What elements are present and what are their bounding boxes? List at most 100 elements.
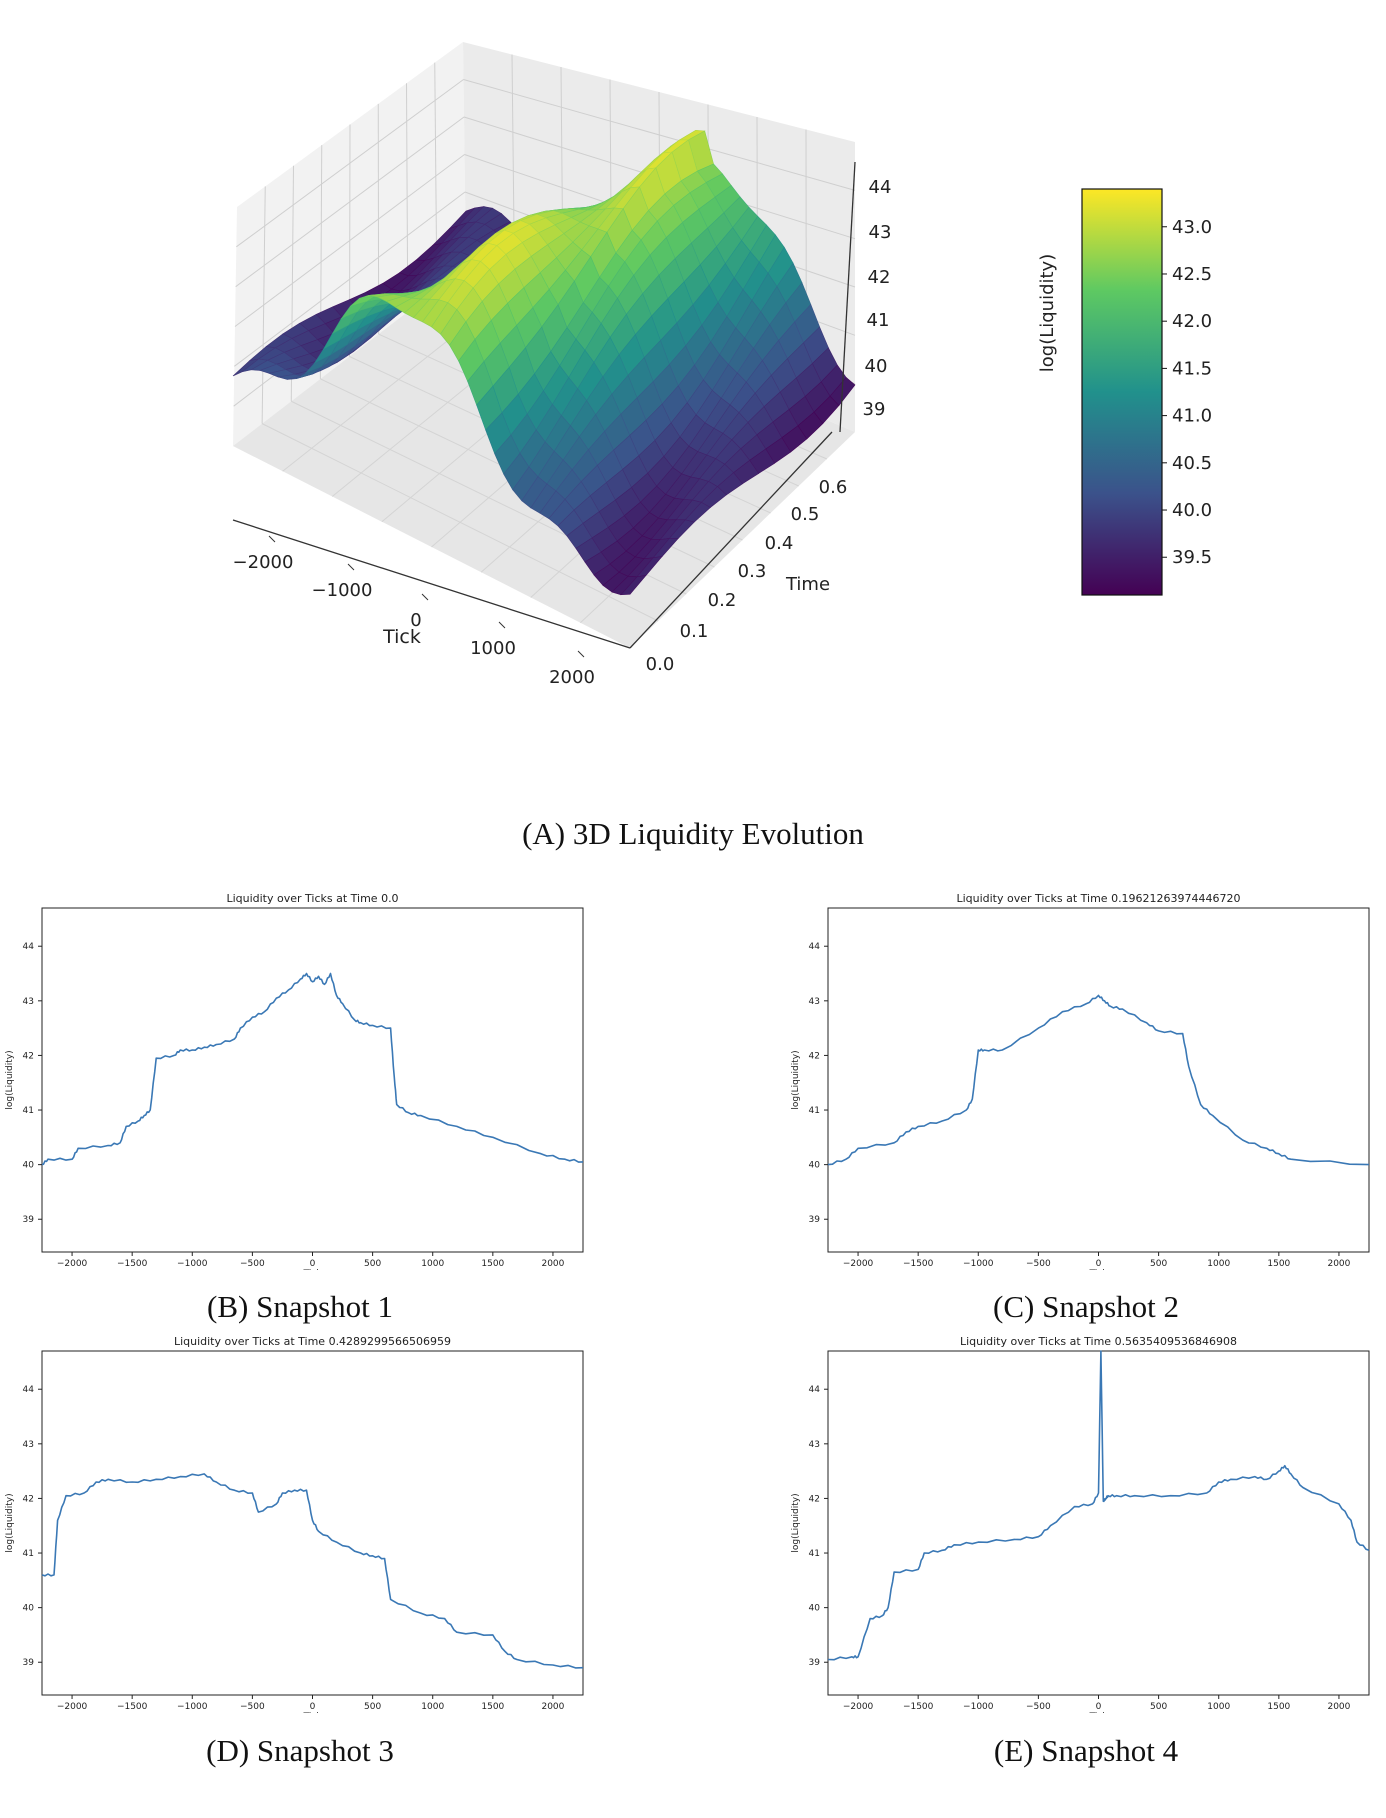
snapshot-panel-b: Liquidity over Ticks at Time 0.0 −2000 −15… bbox=[0, 890, 600, 1279]
snapshot-b-y-tick-label: 43 bbox=[23, 997, 34, 1007]
snapshot-b-x-tick-label: 500 bbox=[364, 1259, 381, 1269]
surface-3d-chart: −2000 −1000 0 1000 2000 Tick 0.00.1 0.20.3 0.4 0.… bbox=[232, 42, 1212, 688]
snapshot-b-x-tick-label: 0 bbox=[310, 1259, 316, 1269]
caption-d-text: Snapshot 3 bbox=[256, 1733, 394, 1768]
caption-e-letter: E bbox=[1004, 1733, 1024, 1768]
snapshot-b-y-tick-label: 44 bbox=[23, 942, 35, 952]
x-tick-mark bbox=[268, 535, 276, 543]
colorbar-tick-label: 41.0 bbox=[1172, 406, 1212, 427]
x-tick-label: 1000 bbox=[470, 638, 516, 659]
grid-line bbox=[235, 116, 465, 288]
colorbar bbox=[1081, 188, 1163, 596]
x-tick-mark bbox=[498, 621, 506, 629]
snapshot-c-plot-frame bbox=[827, 907, 1370, 1253]
snapshot-b-x-tick-label: 1000 bbox=[421, 1259, 444, 1269]
snapshot-chart-c: Liquidity over Ticks at Time 0.196212639… bbox=[791, 892, 1370, 1279]
time-axis-line bbox=[629, 431, 833, 649]
snapshot-b-x-axis-label: Tick bbox=[303, 1269, 323, 1270]
surface-mesh bbox=[232, 129, 856, 596]
z-tick-label: 43 bbox=[869, 222, 892, 243]
x-tick-label: −2000 bbox=[233, 552, 294, 573]
colorbar-tick-label: 42.5 bbox=[1172, 264, 1212, 285]
snapshot-b-x-tick-label: −1000 bbox=[177, 1259, 208, 1269]
z-axis-line bbox=[839, 161, 856, 433]
snapshot-e-x-axis-label: Tick bbox=[1089, 1712, 1109, 1713]
surface-3d-panel: −2000 −1000 0 1000 2000 Tick 0.0 0.1 0.2 0.3 0.4 0.… bbox=[0, 0, 1386, 800]
y-tick-label: 0.1 bbox=[680, 621, 709, 642]
snapshot-c-title: Liquidity over Ticks at Time 0.196212639… bbox=[956, 892, 1240, 905]
snapshot-b-series-line bbox=[41, 972, 584, 1166]
snapshot-e-x-tick-label: 2000 bbox=[1327, 1702, 1350, 1712]
snapshot-c-x-tick-label: −2000 bbox=[843, 1259, 874, 1269]
snapshot-d-x-axis-label: Tick bbox=[303, 1712, 323, 1713]
colorbar-tick-label: 43.0 bbox=[1172, 217, 1212, 238]
surface-patch bbox=[620, 574, 647, 596]
z-tick-label: 40 bbox=[865, 356, 888, 377]
snapshot-d-x-tick-label: 2000 bbox=[541, 1702, 564, 1712]
z-tick-label: 42 bbox=[868, 267, 891, 288]
snapshot-b-title: Liquidity over Ticks at Time 0.0 bbox=[226, 892, 398, 905]
snapshot-d-y-tick-label: 43 bbox=[23, 1440, 34, 1450]
snapshot-b-y-tick-label: 39 bbox=[23, 1215, 35, 1225]
snapshot-e-y-tick-label: 41 bbox=[809, 1549, 820, 1559]
snapshot-e-series-line bbox=[827, 1350, 1370, 1661]
grid-line bbox=[234, 191, 466, 367]
snapshot-d-plot-frame bbox=[41, 1350, 584, 1696]
snapshot-d-y-tick-label: 42 bbox=[23, 1494, 34, 1504]
snapshot-c-y-axis-label: log(Liquidity) bbox=[791, 1050, 801, 1109]
snapshot-d-series-line bbox=[41, 1473, 584, 1669]
snapshot-b-y-tick-label: 41 bbox=[23, 1106, 34, 1116]
snapshot-c-x-tick-label: 500 bbox=[1150, 1259, 1167, 1269]
snapshot-chart-e: Liquidity over Ticks at Time 0.563540953… bbox=[791, 1335, 1370, 1722]
snapshot-c-x-tick-label: 1000 bbox=[1207, 1259, 1230, 1269]
snapshot-e-y-tick-label: 42 bbox=[809, 1494, 820, 1504]
z-tick-label: 44 bbox=[869, 177, 892, 198]
caption-e: (E) Snapshot 4 bbox=[993, 1733, 1179, 1768]
tick-axis-line bbox=[232, 519, 631, 649]
snapshot-c-x-tick-label: 1500 bbox=[1267, 1259, 1290, 1269]
snapshot-e-x-tick-label: 1500 bbox=[1267, 1702, 1290, 1712]
x-tick-mark bbox=[421, 593, 429, 601]
snapshot-e-x-tick-label: −500 bbox=[1026, 1702, 1051, 1712]
z-tick-label: 41 bbox=[867, 310, 890, 331]
snapshot-d-x-tick-label: −1000 bbox=[177, 1702, 208, 1712]
snapshot-d-x-tick-label: −2000 bbox=[57, 1702, 88, 1712]
snapshot-b-plot-frame bbox=[41, 907, 584, 1253]
snapshot-b-x-tick-label: 2000 bbox=[541, 1259, 564, 1269]
y-tick-label: 0.6 bbox=[819, 477, 848, 498]
snapshot-d-y-tick-label: 44 bbox=[23, 1385, 35, 1395]
snapshot-d-y-tick-label: 40 bbox=[23, 1604, 35, 1614]
caption-a: (A) 3D Liquidity Evolution bbox=[522, 816, 864, 851]
snapshot-e-y-tick-label: 43 bbox=[809, 1440, 820, 1450]
snapshot-e-x-tick-label: −1000 bbox=[963, 1702, 994, 1712]
snapshot-panel-d: Liquidity over Ticks at Time 0.428929956… bbox=[0, 1333, 600, 1722]
snapshot-e-x-tick-label: −1500 bbox=[903, 1702, 934, 1712]
snapshot-c-x-tick-label: −1500 bbox=[903, 1259, 934, 1269]
snapshot-c-y-tick-label: 42 bbox=[809, 1051, 820, 1061]
snapshot-b-y-tick-label: 40 bbox=[23, 1161, 35, 1171]
y-tick-label: 0.4 bbox=[765, 533, 794, 554]
x-axis-label: Tick bbox=[382, 626, 421, 648]
x-tick-label: 0 bbox=[410, 610, 421, 631]
snapshot-b-x-tick-label: −2000 bbox=[57, 1259, 88, 1269]
snapshot-b-y-tick-label: 42 bbox=[23, 1051, 34, 1061]
snapshot-c-x-tick-label: 2000 bbox=[1327, 1259, 1350, 1269]
colorbar-tick-label: 40.0 bbox=[1172, 500, 1212, 521]
caption-b: (B) Snapshot 1 bbox=[206, 1289, 394, 1324]
y-tick-label: 0.2 bbox=[708, 590, 737, 611]
snapshot-c-y-tick-label: 41 bbox=[809, 1106, 820, 1116]
snapshot-d-title: Liquidity over Ticks at Time 0.428929956… bbox=[174, 1335, 451, 1348]
snapshot-d-x-tick-label: −500 bbox=[240, 1702, 265, 1712]
snapshot-e-x-tick-label: 0 bbox=[1096, 1702, 1102, 1712]
snapshot-chart-b: Liquidity over Ticks at Time 0.0 −2000 −15… bbox=[5, 892, 584, 1279]
caption-a-letter: A bbox=[532, 816, 555, 851]
z-tick-label: 39 bbox=[863, 399, 886, 420]
snapshot-d-x-tick-label: 500 bbox=[364, 1702, 381, 1712]
snapshot-c-y-tick-label: 40 bbox=[809, 1161, 821, 1171]
y-tick-label: 0.0 bbox=[646, 654, 675, 675]
x-tick-label: −1000 bbox=[312, 580, 373, 601]
snapshot-b-x-tick-label: 1500 bbox=[481, 1259, 504, 1269]
snapshot-e-y-tick-label: 44 bbox=[809, 1385, 821, 1395]
colorbar-tick-label: 42.0 bbox=[1172, 311, 1212, 332]
caption-b-letter: B bbox=[217, 1289, 238, 1324]
